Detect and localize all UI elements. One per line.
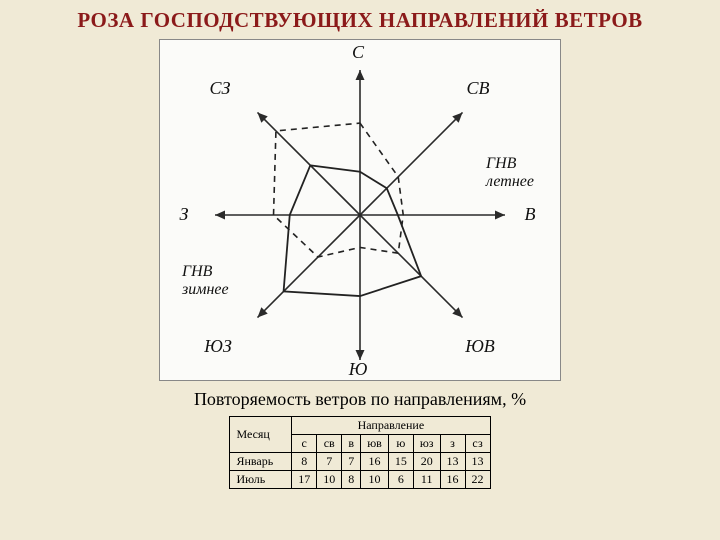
axis-ЮВ xyxy=(360,215,463,318)
axis-label-ЮЗ: ЮЗ xyxy=(203,336,232,356)
cell: 16 xyxy=(440,471,465,489)
th-св: св xyxy=(317,435,342,453)
cell: 8 xyxy=(342,471,361,489)
axis-label-З: З xyxy=(180,204,189,224)
cell: 10 xyxy=(317,471,342,489)
axis-label-СЗ: СЗ xyxy=(210,78,231,98)
axis-СЗ xyxy=(257,112,360,215)
subtitle: Повторяемость ветров по направлениям, % xyxy=(0,389,720,410)
arrow-С xyxy=(356,70,365,80)
th-ю: ю xyxy=(388,435,413,453)
cell: 8 xyxy=(292,453,317,471)
cell: 15 xyxy=(388,453,413,471)
gnv-sub-0: летнее xyxy=(485,173,534,190)
th-юв: юв xyxy=(361,435,389,453)
cell: 22 xyxy=(465,471,490,489)
cell: 7 xyxy=(342,453,361,471)
th-в: в xyxy=(342,435,361,453)
th-з: з xyxy=(440,435,465,453)
wind-rose-svg: ССВВЮВЮЮЗЗСЗГНВлетнееГНВзимнее xyxy=(160,40,560,380)
th-юз: юз xyxy=(413,435,440,453)
th-month: Месяц xyxy=(230,417,292,453)
series-winter xyxy=(284,165,422,296)
wind-rose-diagram: ССВВЮВЮЮЗЗСЗГНВлетнееГНВзимнее xyxy=(159,39,561,381)
axis-label-СВ: СВ xyxy=(466,78,489,98)
cell: 16 xyxy=(361,453,389,471)
gnv-label-0: ГНВ xyxy=(485,155,517,172)
cell: 11 xyxy=(413,471,440,489)
axis-ЮЗ xyxy=(257,215,360,318)
axis-label-В: В xyxy=(525,204,536,224)
cell: 20 xyxy=(413,453,440,471)
cell: 13 xyxy=(465,453,490,471)
cell: 10 xyxy=(361,471,389,489)
cell: 7 xyxy=(317,453,342,471)
axis-СВ xyxy=(360,112,463,215)
arrow-З xyxy=(215,211,225,220)
table-row: Июль17108106111622 xyxy=(230,471,490,489)
gnv-label-1: ГНВ xyxy=(181,263,213,280)
gnv-sub-1: зимнее xyxy=(181,281,229,298)
axis-label-С: С xyxy=(352,42,365,62)
cell: 17 xyxy=(292,471,317,489)
table-row: Январь8771615201313 xyxy=(230,453,490,471)
th-dir: Направление xyxy=(292,417,490,435)
th-сз: сз xyxy=(465,435,490,453)
arrow-В xyxy=(495,211,505,220)
axis-label-ЮВ: ЮВ xyxy=(464,336,495,356)
wind-table: МесяцНаправлениессввювююззсзЯнварь877161… xyxy=(229,416,490,489)
th-с: с xyxy=(292,435,317,453)
cell: 13 xyxy=(440,453,465,471)
page-title: РОЗА ГОСПОДСТВУЮЩИХ НАПРАВЛЕНИЙ ВЕТРОВ xyxy=(0,0,720,33)
cell: 6 xyxy=(388,471,413,489)
cell-month: Июль xyxy=(230,471,292,489)
cell-month: Январь xyxy=(230,453,292,471)
axis-label-Ю: Ю xyxy=(348,359,368,379)
